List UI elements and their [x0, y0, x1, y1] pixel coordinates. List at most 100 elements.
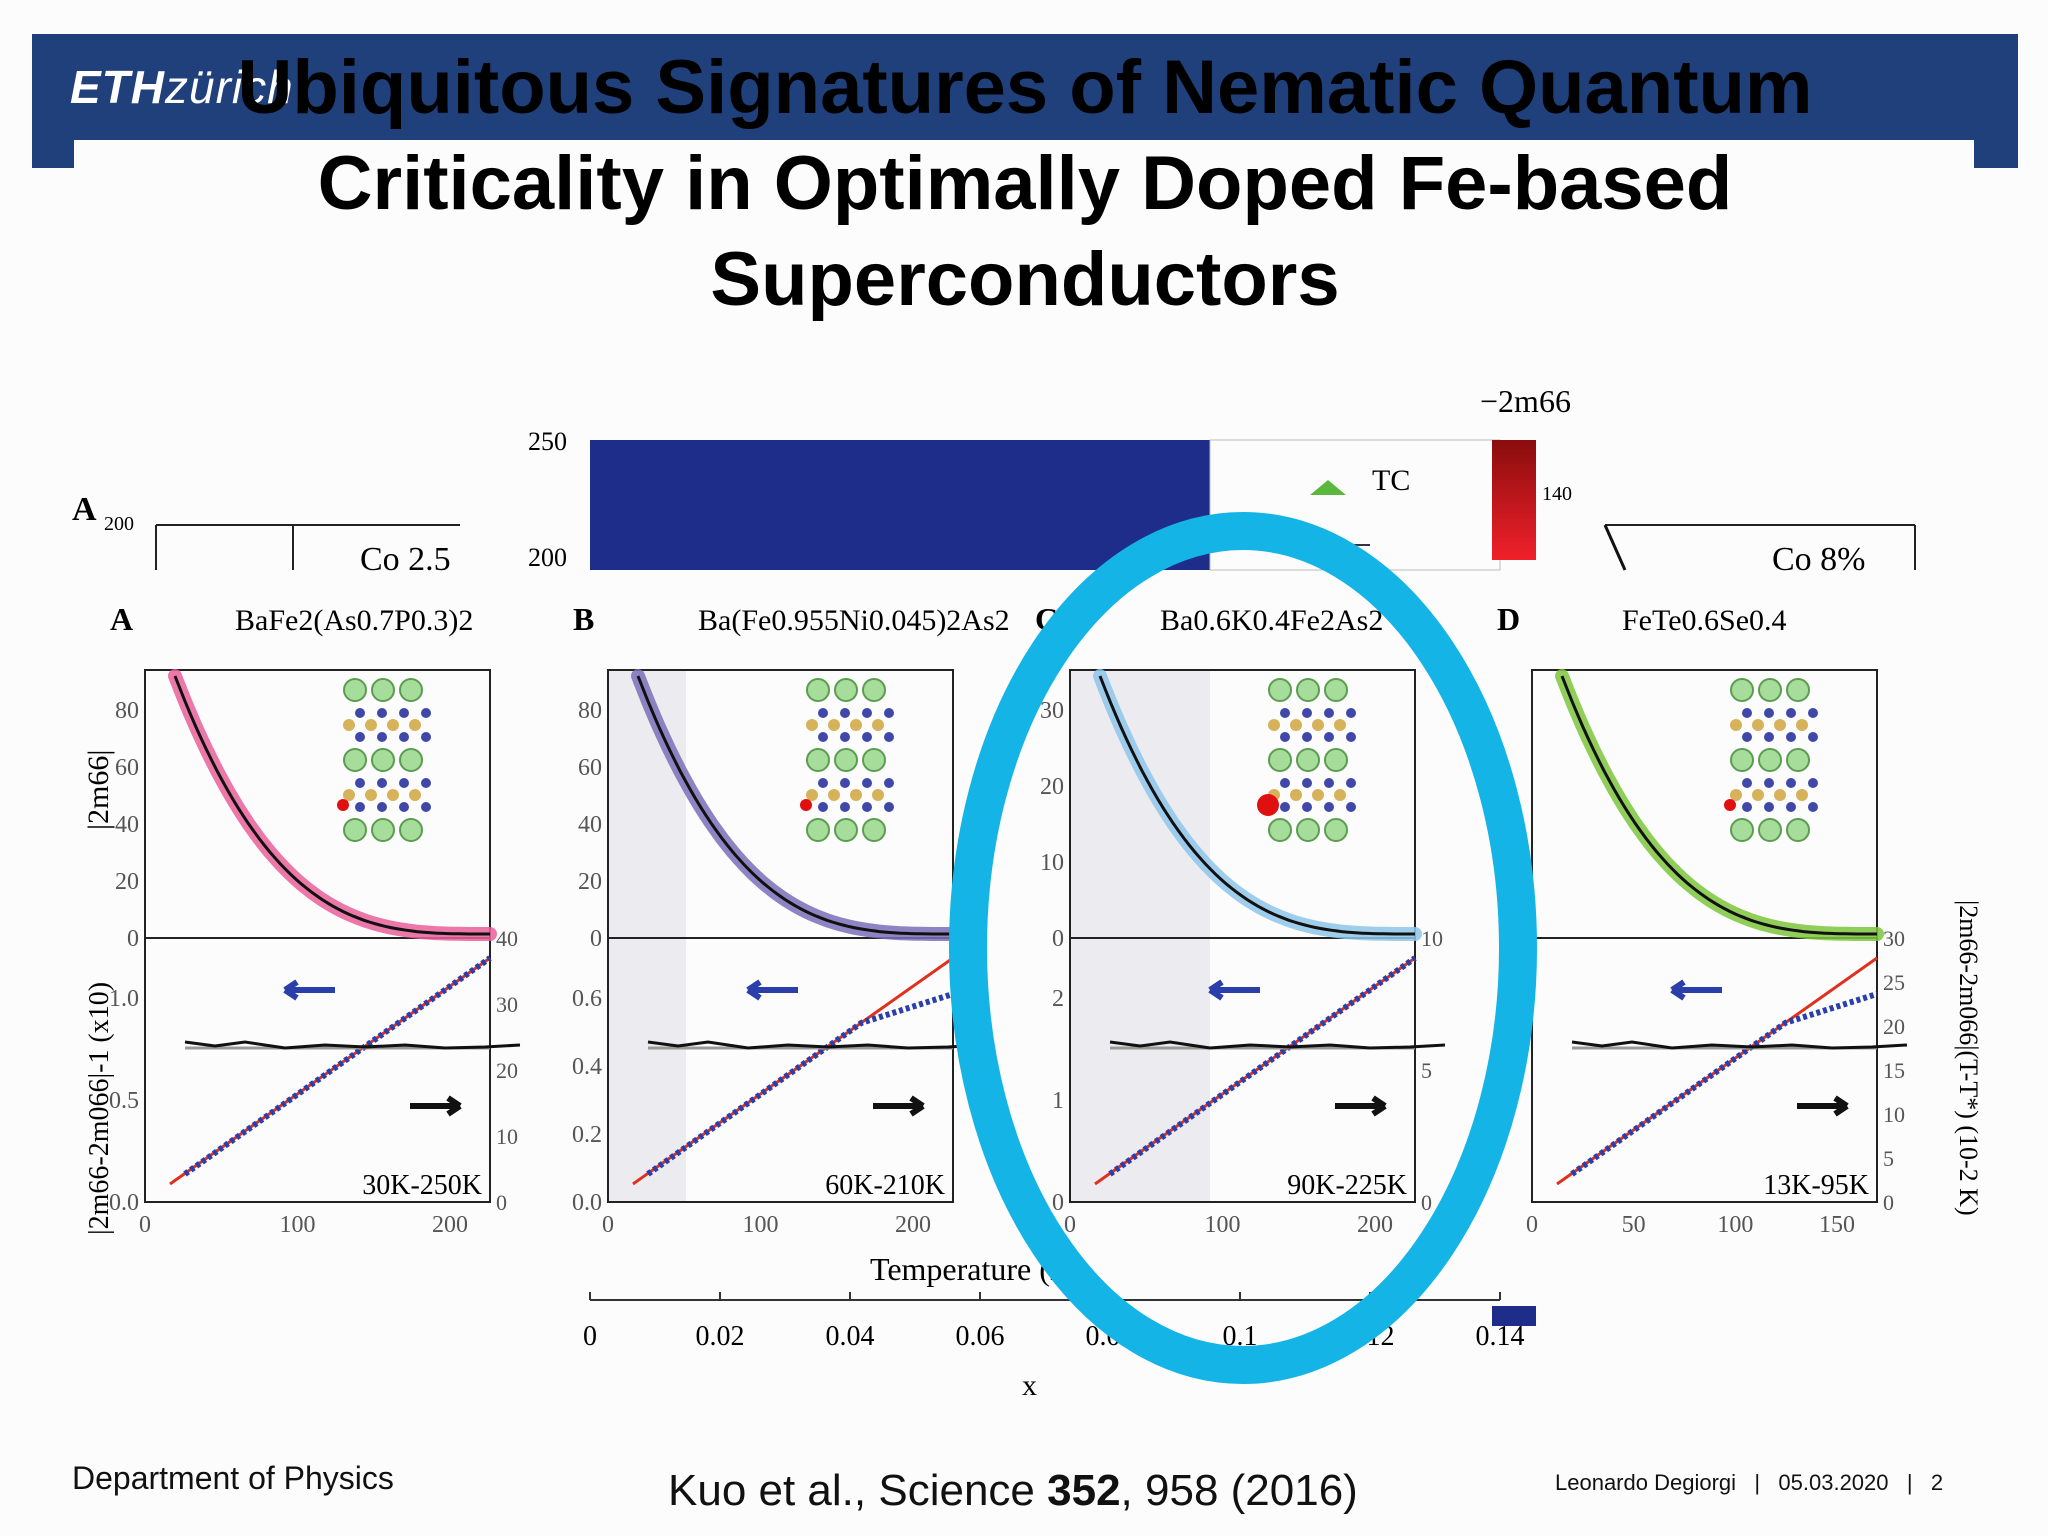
lower-ytick: 0.6 — [572, 986, 602, 1012]
x-tick: 100 — [1717, 1212, 1753, 1238]
figure-area: 250 200 TC −2m66 140 A 200 Co 2.5 Co 8% … — [60, 380, 1990, 1420]
legend-tc: TC — [1372, 464, 1410, 497]
arrow-right-icon — [873, 1095, 925, 1117]
fit-curve-upper — [636, 675, 953, 936]
bg-panel-a-text: Co 2.5 — [360, 541, 451, 578]
lower-ytick: 0.0 — [109, 1190, 139, 1216]
lower-ytick: 0 — [1052, 1190, 1064, 1216]
x-tick: 150 — [1819, 1212, 1855, 1238]
residual-curve — [184, 1040, 521, 1050]
bg-x-label: x — [1022, 1369, 1037, 1402]
highlight-ellipse — [949, 512, 1537, 1384]
eth-logo: ETHzürich — [70, 60, 294, 114]
lower-ytick: 1.0 — [109, 986, 139, 1012]
bg-right-curve — [1603, 524, 1627, 571]
colorbar-bottom — [1492, 1306, 1536, 1326]
bg-panel-a-tick: 200 — [104, 513, 134, 535]
data-points-upper — [168, 669, 497, 941]
lower-ytick: 2 — [1052, 986, 1064, 1012]
panel-letter: A — [110, 601, 133, 637]
upper-ytick: 40 — [578, 812, 602, 838]
data-points-lower — [1108, 955, 1417, 1177]
citation-volume: 352 — [1047, 1466, 1121, 1515]
upper-ytick: 30 — [1040, 698, 1064, 724]
right-ytick: 15 — [1883, 1058, 1905, 1083]
right-ytick: 0 — [1421, 1190, 1432, 1215]
upper-ytick: 40 — [115, 812, 139, 838]
lower-ytick: 1 — [1052, 1088, 1064, 1114]
upper-ytick: 20 — [1040, 774, 1064, 800]
colorbar — [1492, 440, 1536, 560]
x-tick: 50 — [1622, 1212, 1646, 1238]
panel-b: B Ba(Fe0.955Ni0.045)2As260K-210K806040200… — [572, 601, 1010, 1238]
right-ytick: 10 — [1421, 926, 1443, 951]
footer-meta: Leonardo Degiorgi | 05.03.2020 | 2 — [1555, 1470, 1944, 1495]
panel-a: A BaFe2(As0.7P0.3)230K-250K8060402001.00.… — [109, 601, 521, 1238]
arrow-right-icon — [1335, 1095, 1387, 1117]
slide-title: Ubiquitous Signatures of Nematic Quantum… — [237, 45, 1813, 322]
panel-compound: Ba0.6K0.4Fe2As2 — [1160, 604, 1383, 637]
arrow-right-icon — [1797, 1095, 1849, 1117]
range-label: 90K-225K — [1287, 1170, 1407, 1201]
x-tick: 100 — [280, 1212, 316, 1238]
arrow-left-icon — [1208, 979, 1260, 1001]
bg-x-tick-label: 0.14 — [1476, 1321, 1525, 1352]
lower-ytick: 0.0 — [572, 1190, 602, 1216]
lower-ytick: 0.2 — [572, 1122, 602, 1148]
upper-ytick: 20 — [578, 869, 602, 895]
crystal-structure-icon — [1724, 678, 1818, 842]
bg-ytick-200: 200 — [528, 543, 567, 572]
right-ytick: 5 — [1421, 1058, 1432, 1083]
upper-ytick: 60 — [115, 755, 139, 781]
bg-x-tick-label: 0.04 — [826, 1321, 875, 1352]
upper-ytick: 0 — [127, 926, 139, 952]
data-points-lower — [646, 991, 954, 1177]
bg-ytick-250: 250 — [528, 427, 567, 456]
panels: A BaFe2(As0.7P0.3)230K-250K8060402001.00.… — [109, 601, 1908, 1238]
bg-panel-a-label: A — [72, 491, 97, 528]
upper-ylabel: |2m66| — [82, 750, 115, 830]
crystal-structure-icon — [800, 678, 894, 842]
crystal-structure-icon — [1257, 678, 1356, 842]
panel-letter: B — [573, 601, 594, 637]
residual-curve — [1109, 1040, 1446, 1050]
right-ytick: 30 — [496, 992, 518, 1017]
arrow-left-icon — [1670, 979, 1722, 1001]
fit-curve-upper — [1098, 675, 1415, 936]
right-ytick: 0 — [1883, 1190, 1894, 1215]
logo-zurich: zürich — [165, 61, 294, 113]
right-ytick: 40 — [496, 926, 518, 951]
lower-ytick: 0.4 — [572, 1054, 602, 1080]
data-points-lower — [183, 955, 492, 1177]
right-ytick: 10 — [496, 1124, 518, 1149]
crystal-structure-icon — [337, 678, 431, 842]
tc-legend-marker — [1310, 480, 1346, 495]
footer-citation: Kuo et al., Science 352, 958 (2016) — [668, 1466, 1358, 1516]
right-ylabel: |2m66-2m066|(T-T*) (10-2 K) — [1954, 900, 1983, 1216]
background-phase-diagram: 250 200 TC −2m66 140 A 200 Co 2.5 Co 8% … — [72, 383, 1916, 1402]
lower-ytick: 0.5 — [109, 1088, 139, 1114]
shaded-region — [1070, 670, 1210, 1202]
right-ytick: 20 — [1883, 1014, 1905, 1039]
x-tick: 100 — [1205, 1212, 1241, 1238]
colorbar-label: −2m66 — [1480, 383, 1571, 419]
data-points-lower — [1570, 991, 1878, 1177]
range-label: 30K-250K — [362, 1170, 482, 1201]
arrow-left-icon — [283, 979, 335, 1001]
colorbar-tick: 140 — [1542, 483, 1572, 505]
citation-suffix: , 958 (2016) — [1120, 1466, 1358, 1515]
right-ytick: 25 — [1883, 970, 1905, 995]
logo-eth: ETH — [70, 61, 165, 113]
right-ytick: 10 — [1883, 1102, 1905, 1127]
x-tick: 200 — [1357, 1212, 1393, 1238]
panel-compound: Ba(Fe0.955Ni0.045)2As2 — [698, 604, 1010, 637]
bg-x-tick-label: 0.02 — [696, 1321, 745, 1352]
residual-curve — [647, 1040, 984, 1050]
header-notch — [74, 140, 1974, 180]
upper-ytick: 0 — [590, 926, 602, 952]
data-points-upper — [1555, 669, 1884, 941]
x-tick: 100 — [743, 1212, 779, 1238]
range-label: 13K-95K — [1763, 1170, 1869, 1201]
right-ytick: 30 — [1883, 926, 1905, 951]
